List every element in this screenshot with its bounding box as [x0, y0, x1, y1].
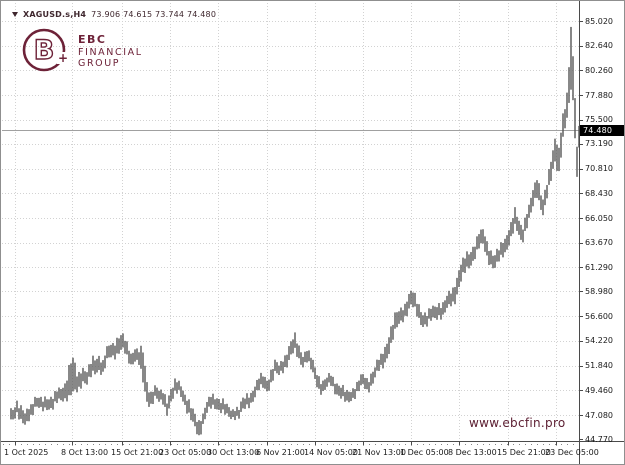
time-tick-label: 14 Nov 05:00	[304, 448, 358, 457]
ohlc-values-label: 73.906 74.615 73.744 74.480	[91, 10, 217, 19]
price-tick-label: 73.190	[585, 139, 613, 149]
price-tick-label: 56.600	[585, 311, 613, 321]
price-tick-label: 47.080	[585, 410, 613, 420]
time-tick-label: 8 Oct 13:00	[61, 448, 109, 457]
price-tick-label: 80.260	[585, 65, 613, 75]
logo-line2: FINANCIAL	[78, 46, 143, 58]
time-tick-label: 1 Oct 2025	[4, 448, 49, 457]
price-tick-label: 49.460	[585, 385, 613, 395]
price-tick-label: 77.880	[585, 90, 613, 100]
price-tick-label: 82.640	[585, 41, 613, 51]
collapse-chart-icon[interactable]	[12, 12, 18, 17]
symbol-timeframe-label: XAGUSD.s,H4	[23, 10, 87, 19]
price-tick-label: 63.670	[585, 238, 613, 248]
price-tick-label: 58.980	[585, 286, 613, 296]
time-tick-label: 30 Oct 13:00	[207, 448, 260, 457]
price-axis[interactable]: 85.020 82.640 80.260 77.880 75.500 73.190 70.8…	[579, 1, 624, 444]
logo-line3: GROUP	[78, 58, 121, 69]
price-tick-label: 85.020	[585, 16, 613, 26]
price-tick-label: 61.290	[585, 262, 613, 272]
price-tick-label: 66.050	[585, 213, 613, 223]
logo-monogram: B	[34, 35, 55, 66]
time-tick-label: 23 Dec 05:00	[545, 448, 599, 457]
ebc-logo-icon: B +	[22, 28, 69, 72]
price-tick-label: 68.430	[585, 188, 613, 198]
logo-plus-icon: +	[58, 51, 68, 65]
time-tick-label: 15 Dec 21:00	[497, 448, 551, 457]
time-tick-label: 1 Dec 05:00	[400, 448, 449, 457]
broker-watermark: www.ebcfin.pro	[469, 416, 566, 430]
price-tick-label: 44.770	[585, 434, 613, 444]
time-tick-label: 23 Oct 05:00	[159, 448, 212, 457]
price-tick-label: 70.810	[585, 164, 613, 174]
price-tick-label: 51.840	[585, 361, 613, 371]
current-price-tag: 74.480	[580, 124, 624, 136]
logo-line1: EBC	[78, 32, 107, 46]
time-tick-label: 6 Nov 21:00	[256, 448, 305, 457]
ebc-logo-text: EBC FINANCIAL GROUP	[78, 34, 143, 69]
price-tick-label: 54.220	[585, 336, 613, 346]
time-axis[interactable]: 1 Oct 2025 8 Oct 13:00 15 Oct 21:00 23 Oct …	[1, 441, 624, 464]
time-tick-label: 21 Nov 13:00	[352, 448, 406, 457]
price-tick-label: 75.500	[585, 115, 613, 125]
time-tick-label: 8 Dec 13:00	[448, 448, 497, 457]
time-tick-label: 15 Oct 21:00	[111, 448, 164, 457]
ebc-logo: B + EBC FINANCIAL GROUP	[21, 27, 143, 75]
symbol-ohlc-line: XAGUSD.s,H4 73.906 74.615 73.744 74.480	[12, 10, 216, 19]
